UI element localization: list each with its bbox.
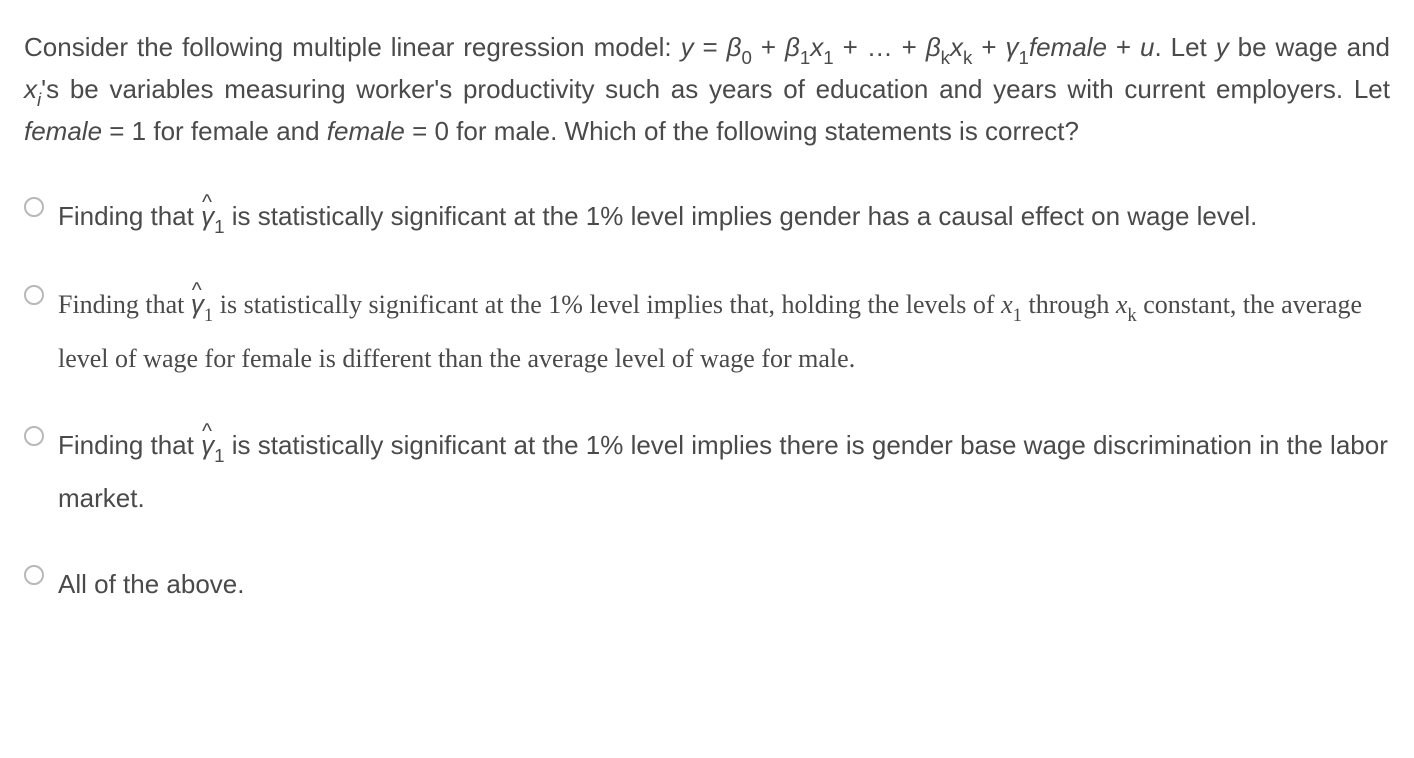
opt-b-xk-sub: k: [1127, 305, 1136, 326]
dots: + … +: [834, 32, 926, 62]
eq1-text: = 1 for female and: [102, 116, 327, 146]
radio-c[interactable]: [24, 426, 44, 446]
hat-b: ^: [192, 269, 202, 312]
opt-d-text: All of the above.: [58, 569, 244, 599]
opt-b-mid: is statistically significant at the 1% l…: [220, 290, 1001, 319]
x1-sub: 1: [823, 47, 833, 68]
plus1: +: [752, 32, 785, 62]
betak: β: [926, 32, 941, 62]
radio-b[interactable]: [24, 285, 44, 305]
opt-a-prefix: Finding that: [58, 201, 201, 231]
radio-d[interactable]: [24, 565, 44, 585]
question-stem: Consider the following multiple linear r…: [24, 28, 1390, 150]
opt-a-rest: is statistically significant at the 1% l…: [232, 201, 1258, 231]
opt-c-prefix: Finding that: [58, 430, 201, 460]
gamma-a-sub: 1: [214, 216, 224, 237]
rest1: 's be variables measuring worker's produ…: [41, 74, 1390, 104]
gamma-hat-c: ^γ: [201, 419, 214, 471]
gamma1-sub: 1: [1018, 47, 1028, 68]
period-let: . Let: [1154, 32, 1215, 62]
female-var: female: [1029, 32, 1107, 62]
beta0: β: [727, 32, 742, 62]
radio-a[interactable]: [24, 197, 44, 217]
eq-sign: =: [694, 32, 727, 62]
option-d-text: All of the above.: [58, 558, 244, 610]
plus-u: +: [1107, 32, 1140, 62]
hat-c: ^: [202, 410, 212, 453]
u-var: u: [1140, 32, 1154, 62]
opt-b-x1-sub: 1: [1013, 305, 1022, 326]
xi-sub: i: [37, 89, 41, 110]
female-eq0: female: [327, 116, 405, 146]
opt-b-through: through: [1022, 290, 1116, 319]
xk-sub: k: [963, 47, 972, 68]
options-list: Finding that ^γ1 is statistically signif…: [24, 190, 1390, 610]
female-eq1: female: [24, 116, 102, 146]
be-wage: be wage and: [1229, 32, 1390, 62]
gamma-hat-a: ^γ: [201, 190, 214, 242]
gamma-b-sub: 1: [204, 305, 213, 326]
option-a-text: Finding that ^γ1 is statistically signif…: [58, 190, 1257, 244]
opt-b-prefix: Finding that: [58, 290, 191, 319]
q-intro: Consider the following multiple linear r…: [24, 32, 681, 62]
gamma1: γ: [1005, 32, 1018, 62]
xk: x: [950, 32, 963, 62]
option-d[interactable]: All of the above.: [24, 558, 1390, 610]
y-be: y: [1216, 32, 1229, 62]
x1: x: [810, 32, 823, 62]
option-a[interactable]: Finding that ^γ1 is statistically signif…: [24, 190, 1390, 244]
opt-c-rest: is statistically significant at the 1% l…: [58, 430, 1388, 514]
beta0-sub: 0: [742, 47, 752, 68]
beta1-sub: 1: [800, 47, 810, 68]
xi: x: [24, 74, 37, 104]
option-b-text: Finding that ^γ1 is statistically signif…: [58, 278, 1390, 385]
option-c-text: Finding that ^γ1 is statistically signif…: [58, 419, 1390, 525]
option-b[interactable]: Finding that ^γ1 is statistically signif…: [24, 278, 1390, 385]
opt-b-xk: x: [1116, 290, 1128, 319]
plus3: +: [972, 32, 1005, 62]
gamma-hat-b: ^γ: [191, 278, 204, 330]
opt-b-x1: x: [1001, 290, 1013, 319]
var-y: y: [681, 32, 694, 62]
eq0-text: = 0 for male. Which of the following sta…: [405, 116, 1079, 146]
gamma-c-sub: 1: [214, 445, 224, 466]
beta1: β: [785, 32, 800, 62]
betak-sub: k: [941, 47, 950, 68]
hat-a: ^: [202, 181, 212, 224]
option-c[interactable]: Finding that ^γ1 is statistically signif…: [24, 419, 1390, 525]
